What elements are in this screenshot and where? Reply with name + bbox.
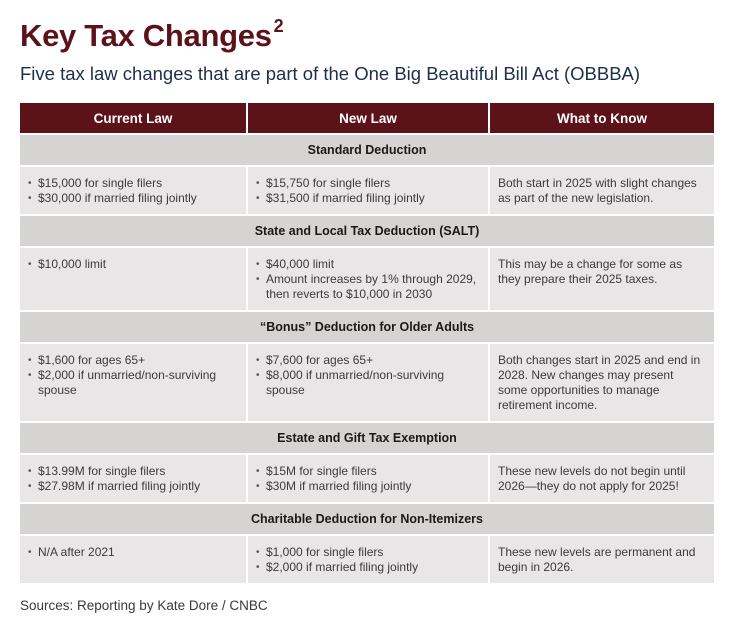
bullet-list: N/A after 2021 — [28, 545, 238, 560]
header-row: Current Law New Law What to Know — [20, 103, 714, 133]
new-law-cell: $1,000 for single filers$2,000 if marrie… — [248, 536, 488, 583]
list-item: $27.98M if married filing jointly — [28, 479, 238, 494]
current-law-cell: $10,000 limit — [20, 248, 246, 310]
list-item: $8,000 if unmarried/non-surviving spouse — [256, 368, 480, 398]
title-text: Key Tax Changes — [20, 18, 272, 53]
section-row: Charitable Deduction for Non-Itemizers — [20, 504, 714, 534]
list-item: $30,000 if married filing jointly — [28, 191, 238, 206]
bullet-list: $15,000 for single filers$30,000 if marr… — [28, 176, 238, 206]
what-to-know-cell: These new levels do not begin until 2026… — [490, 455, 714, 502]
table-body: Standard Deduction $15,000 for single fil… — [20, 135, 714, 583]
list-item: $2,000 if married filing jointly — [256, 560, 480, 575]
list-item: $1,600 for ages 65+ — [28, 353, 238, 368]
list-item: $7,600 for ages 65+ — [256, 353, 480, 368]
list-item: N/A after 2021 — [28, 545, 238, 560]
footnote-marker: 2 — [273, 16, 284, 36]
current-law-cell: $13.99M for single filers$27.98M if marr… — [20, 455, 246, 502]
table-row: $10,000 limit $40,000 limitAmount increas… — [20, 248, 714, 310]
list-item: $40,000 limit — [256, 257, 480, 272]
table-row: $15,000 for single filers$30,000 if marr… — [20, 167, 714, 214]
table-row: $13.99M for single filers$27.98M if marr… — [20, 455, 714, 502]
bullet-list: $1,000 for single filers$2,000 if marrie… — [256, 545, 480, 575]
bullet-list: $15M for single filers$30M if married fi… — [256, 464, 480, 494]
tax-changes-table: Current Law New Law What to Know Standar… — [18, 101, 716, 585]
bullet-list: $7,600 for ages 65+$8,000 if unmarried/n… — [256, 353, 480, 398]
section-heading: “Bonus” Deduction for Older Adults — [20, 312, 714, 342]
source-note: Sources: Reporting by Kate Dore / CNBC — [20, 598, 268, 613]
bullet-list: $40,000 limitAmount increases by 1% thro… — [256, 257, 480, 302]
section-heading: Standard Deduction — [20, 135, 714, 165]
list-item: $13.99M for single filers — [28, 464, 238, 479]
section-row: “Bonus” Deduction for Older Adults — [20, 312, 714, 342]
current-law-cell: N/A after 2021 — [20, 536, 246, 583]
section-row: Standard Deduction — [20, 135, 714, 165]
current-law-cell: $1,600 for ages 65+$2,000 if unmarried/n… — [20, 344, 246, 421]
section-row: Estate and Gift Tax Exemption — [20, 423, 714, 453]
current-law-cell: $15,000 for single filers$30,000 if marr… — [20, 167, 246, 214]
page-subtitle: Five tax law changes that are part of th… — [20, 63, 641, 84]
section-heading: Estate and Gift Tax Exemption — [20, 423, 714, 453]
new-law-cell: $15,750 for single filers$31,500 if marr… — [248, 167, 488, 214]
what-to-know-cell: These new levels are permanent and begin… — [490, 536, 714, 583]
column-header-current-law: Current Law — [20, 103, 246, 133]
list-item: $10,000 limit — [28, 257, 238, 272]
what-to-know-cell: Both start in 2025 with slight changes a… — [490, 167, 714, 214]
table-row: N/A after 2021 $1,000 for single filers$2… — [20, 536, 714, 583]
list-item: Amount increases by 1% through 2029, the… — [256, 272, 480, 302]
list-item: $15M for single filers — [256, 464, 480, 479]
bullet-list: $10,000 limit — [28, 257, 238, 272]
bullet-list: $13.99M for single filers$27.98M if marr… — [28, 464, 238, 494]
section-heading: Charitable Deduction for Non-Itemizers — [20, 504, 714, 534]
column-header-new-law: New Law — [248, 103, 488, 133]
list-item: $1,000 for single filers — [256, 545, 480, 560]
table-row: $1,600 for ages 65+$2,000 if unmarried/n… — [20, 344, 714, 421]
what-to-know-cell: Both changes start in 2025 and end in 20… — [490, 344, 714, 421]
bullet-list: $15,750 for single filers$31,500 if marr… — [256, 176, 480, 206]
new-law-cell: $7,600 for ages 65+$8,000 if unmarried/n… — [248, 344, 488, 421]
page-title: Key Tax Changes 2 — [20, 16, 715, 58]
section-row: State and Local Tax Deduction (SALT) — [20, 216, 714, 246]
list-item: $30M if married filing jointly — [256, 479, 480, 494]
bullet-list: $1,600 for ages 65+$2,000 if unmarried/n… — [28, 353, 238, 398]
what-to-know-cell: This may be a change for some as they pr… — [490, 248, 714, 310]
list-item: $15,750 for single filers — [256, 176, 480, 191]
section-heading: State and Local Tax Deduction (SALT) — [20, 216, 714, 246]
list-item: $15,000 for single filers — [28, 176, 238, 191]
list-item: $2,000 if unmarried/non-surviving spouse — [28, 368, 238, 398]
column-header-what-to-know: What to Know — [490, 103, 714, 133]
new-law-cell: $40,000 limitAmount increases by 1% thro… — [248, 248, 488, 310]
list-item: $31,500 if married filing jointly — [256, 191, 480, 206]
new-law-cell: $15M for single filers$30M if married fi… — [248, 455, 488, 502]
